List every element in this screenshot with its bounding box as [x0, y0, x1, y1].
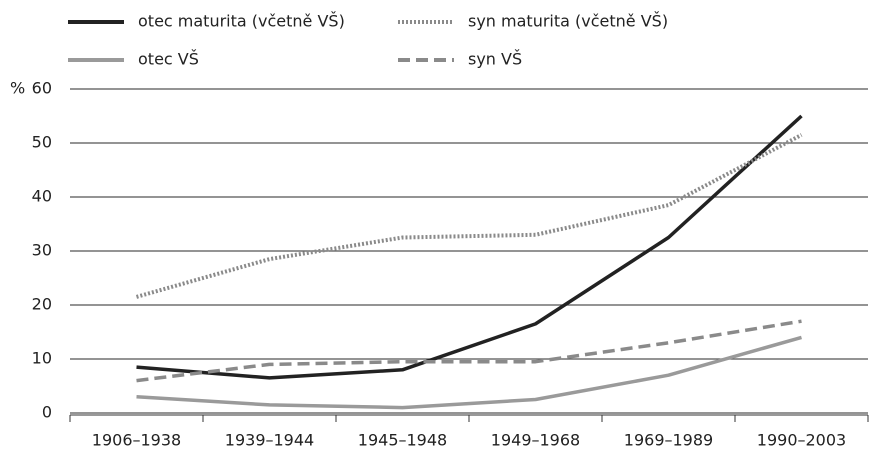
y-tick-label: 60: [32, 79, 52, 98]
y-tick-label: 20: [32, 295, 52, 314]
x-tick-label: 1969–1989: [624, 431, 713, 450]
y-tick-label: 30: [32, 241, 52, 260]
y-tick-label: 0: [42, 403, 52, 422]
x-tick-label: 1990–2003: [757, 431, 846, 450]
y-tick-label: 10: [32, 349, 52, 368]
data-line: [136, 114, 803, 380]
x-tick-label: 1945–1948: [358, 431, 447, 450]
legend-label: otec VŠ: [138, 50, 199, 69]
legend-label: syn VŠ: [468, 50, 522, 69]
legend-label: syn maturita (včetně VŠ): [468, 12, 668, 31]
data-line: [136, 335, 802, 410]
y-tick-label: 40: [32, 187, 52, 206]
x-tick-label: 1949–1968: [491, 431, 580, 450]
x-tick-label: 1939–1944: [225, 431, 314, 450]
y-tick-label: 50: [32, 133, 52, 152]
legend-label: otec maturita (včetně VŠ): [138, 12, 345, 31]
data-line: [135, 133, 803, 299]
data-line: [136, 319, 802, 383]
y-axis-label: %: [10, 79, 25, 98]
x-tick-label: 1906–1938: [92, 431, 181, 450]
